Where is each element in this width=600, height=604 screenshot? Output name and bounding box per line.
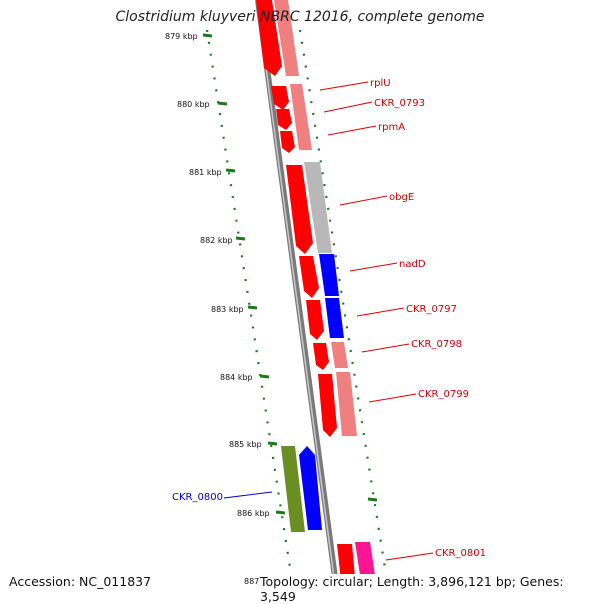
tick-label: 883 kbp — [211, 305, 244, 314]
gene-label-rplU[interactable]: rplU — [370, 78, 391, 89]
gene-label-CKR_0800[interactable]: CKR_0800 — [172, 492, 223, 503]
gene-cds-arrow-obgE[interactable] — [286, 165, 313, 254]
gene-product-bar-CKR_0799[interactable] — [336, 372, 357, 436]
leader-line-obgE — [339, 195, 388, 206]
accession-text: Accession: NC_011837 — [9, 574, 152, 589]
tick-label: 882 kbp — [200, 236, 233, 245]
tick-label: 884 kbp — [220, 373, 253, 382]
gene-cds-arrow-nadD[interactable] — [299, 256, 319, 298]
gene-product-bar-obgE[interactable] — [304, 162, 332, 253]
gene-label-CKR_0793[interactable]: CKR_0793 — [374, 98, 425, 109]
gene-cds-arrow-CKR_0800[interactable] — [299, 446, 322, 530]
leader-line-nadD — [349, 262, 398, 272]
gene-cds-arrow-rplU[interactable] — [271, 86, 289, 110]
genome-backbone — [255, 0, 341, 600]
tick-marks — [202, 33, 378, 515]
gene-product-bar-CKR_0797[interactable] — [325, 298, 344, 338]
gene-label-nadD[interactable]: nadD — [399, 259, 426, 270]
tick-label: 885 kbp — [229, 440, 262, 449]
gene-product-bar-rplU[interactable] — [290, 84, 312, 150]
gene-product-bar-CKR_0798[interactable] — [331, 342, 348, 368]
leader-line-CKR_0797 — [356, 307, 405, 317]
gene-label-CKR_0799[interactable]: CKR_0799 — [418, 389, 469, 400]
gene-label-CKR_0797[interactable]: CKR_0797 — [406, 304, 457, 315]
gene-product-bar-CKR_0800[interactable] — [281, 446, 305, 532]
genome-backbone-highlight — [256, 0, 338, 600]
genome-summary: Topology: circular; Length: 3,896,121 bp… — [260, 574, 600, 604]
right-ruler — [298, 29, 392, 600]
gene-cds-arrow[interactable] — [256, 0, 282, 76]
gene-cds-arrow-rpmA[interactable] — [280, 131, 295, 153]
gene-product-bar-nadD[interactable] — [319, 254, 339, 296]
leader-line-CKR_0798 — [361, 343, 410, 353]
leader-line-CKR_0799 — [368, 393, 417, 403]
genome-title: Clostridium kluyveri NBRC 12016, complet… — [115, 9, 485, 25]
gene-cds-arrow-CKR_0793[interactable] — [276, 109, 292, 130]
gene-product-bar[interactable] — [274, 0, 299, 76]
gene-cds-arrow-CKR_0799[interactable] — [318, 374, 337, 437]
gene-label-CKR_0798[interactable]: CKR_0798 — [411, 339, 462, 350]
gene-cds-arrow-CKR_0797[interactable] — [306, 300, 324, 340]
leader-line-CKR_0800 — [223, 491, 273, 499]
tick-label: 879 kbp — [165, 32, 198, 41]
gene-label-obgE[interactable]: obgE — [389, 192, 414, 203]
tick-label: 881 kbp — [189, 168, 222, 177]
leader-line-CKR_0793 — [323, 101, 373, 113]
gene-label-rpmA[interactable]: rpmA — [378, 122, 405, 133]
gene-label-CKR_0801[interactable]: CKR_0801 — [435, 548, 486, 559]
leader-line-rplU — [319, 81, 369, 91]
tick-label: 880 kbp — [177, 100, 210, 109]
gene-cds-arrow-CKR_0798[interactable] — [313, 343, 329, 370]
gene-product-bar-CKR_0801[interactable] — [355, 542, 375, 575]
leader-line-rpmA — [327, 125, 377, 136]
leader-line-CKR_0801 — [385, 552, 434, 561]
left-ruler — [205, 29, 297, 600]
tick-label: 886 kbp — [237, 509, 270, 518]
